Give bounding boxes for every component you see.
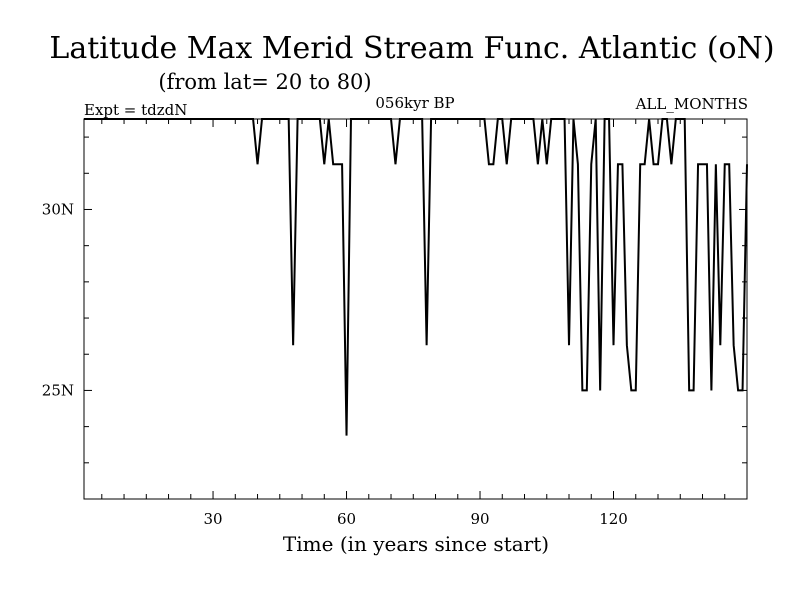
y-tick-label: 30N	[42, 200, 74, 218]
months-label: ALL_MONTHS	[635, 95, 748, 113]
x-tick-label: 30	[203, 510, 222, 528]
y-tick-labels: 25N 30N	[42, 200, 74, 399]
period-label: 056kyr BP	[375, 94, 454, 112]
tick-group	[84, 119, 747, 500]
x-tick-label: 90	[470, 510, 489, 528]
x-tick-label: 120	[599, 510, 628, 528]
series-line-latitude	[84, 118, 748, 436]
expt-label: Expt = tdzdN	[84, 101, 187, 119]
plot-frame	[83, 118, 748, 500]
chart-subtitle: (from lat= 20 to 80)	[158, 70, 371, 94]
x-tick-label: 60	[337, 510, 356, 528]
chart-title: Latitude Max Merid Stream Func. Atlantic…	[49, 31, 774, 66]
x-tick-labels: 30 60 90 120	[203, 510, 627, 528]
x-axis-label: Time (in years since start)	[283, 532, 549, 556]
y-tick-label: 25N	[42, 381, 74, 399]
